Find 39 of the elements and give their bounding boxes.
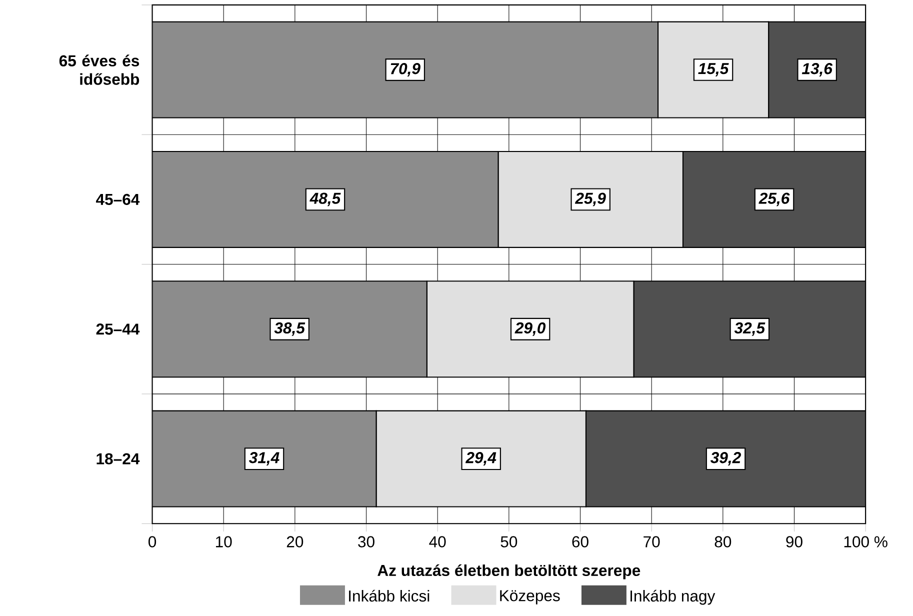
bar	[768, 21, 866, 118]
bar	[585, 410, 866, 508]
y-tick-label: 45–64	[96, 194, 140, 205]
x-tick-label: 80	[714, 536, 732, 548]
bar	[152, 410, 377, 508]
data-label: 38,5	[274, 322, 306, 336]
x-tick-label: 10	[216, 536, 232, 548]
data-label: 39,2	[710, 452, 741, 466]
data-label: 48,5	[310, 192, 341, 206]
data-label: 15,5	[698, 62, 729, 76]
x-tick-label: 50	[500, 536, 518, 548]
x-tick-label: 30	[358, 536, 374, 548]
y-tick-label: 25–44	[96, 323, 140, 334]
data-label: 31,4	[248, 452, 280, 466]
y-tick-label: 65 éves és idősebb	[59, 54, 140, 85]
data-label: 25,9	[574, 192, 606, 206]
data-label: 25,6	[758, 192, 790, 206]
x-tick-label: 40	[429, 536, 446, 548]
x-tick-label: 60	[572, 536, 588, 548]
x-tick-label: 100 %	[844, 536, 888, 548]
bar	[152, 150, 499, 248]
data-label: 29,0	[514, 322, 546, 336]
data-label: 70,9	[390, 62, 420, 76]
bar	[633, 280, 866, 378]
legend-label: Közepes	[500, 590, 560, 604]
legend-label: Inkább kicsi	[349, 590, 430, 602]
bar	[682, 150, 866, 248]
legend-label: Inkább nagy	[630, 590, 716, 605]
y-tick-label: 18–24	[96, 452, 140, 464]
bar	[152, 21, 659, 118]
x-tick-label: 20	[286, 536, 304, 548]
bar	[152, 280, 428, 378]
x-axis-title: Az utazás életben betöltött szerepe	[378, 564, 640, 579]
data-label: 13,6	[802, 62, 833, 76]
data-label: 32,5	[734, 322, 766, 336]
x-tick-label: 0	[148, 536, 156, 548]
x-tick-label: 70	[644, 536, 660, 548]
data-label: 29,4	[465, 452, 496, 466]
x-tick-label: 90	[786, 536, 802, 548]
